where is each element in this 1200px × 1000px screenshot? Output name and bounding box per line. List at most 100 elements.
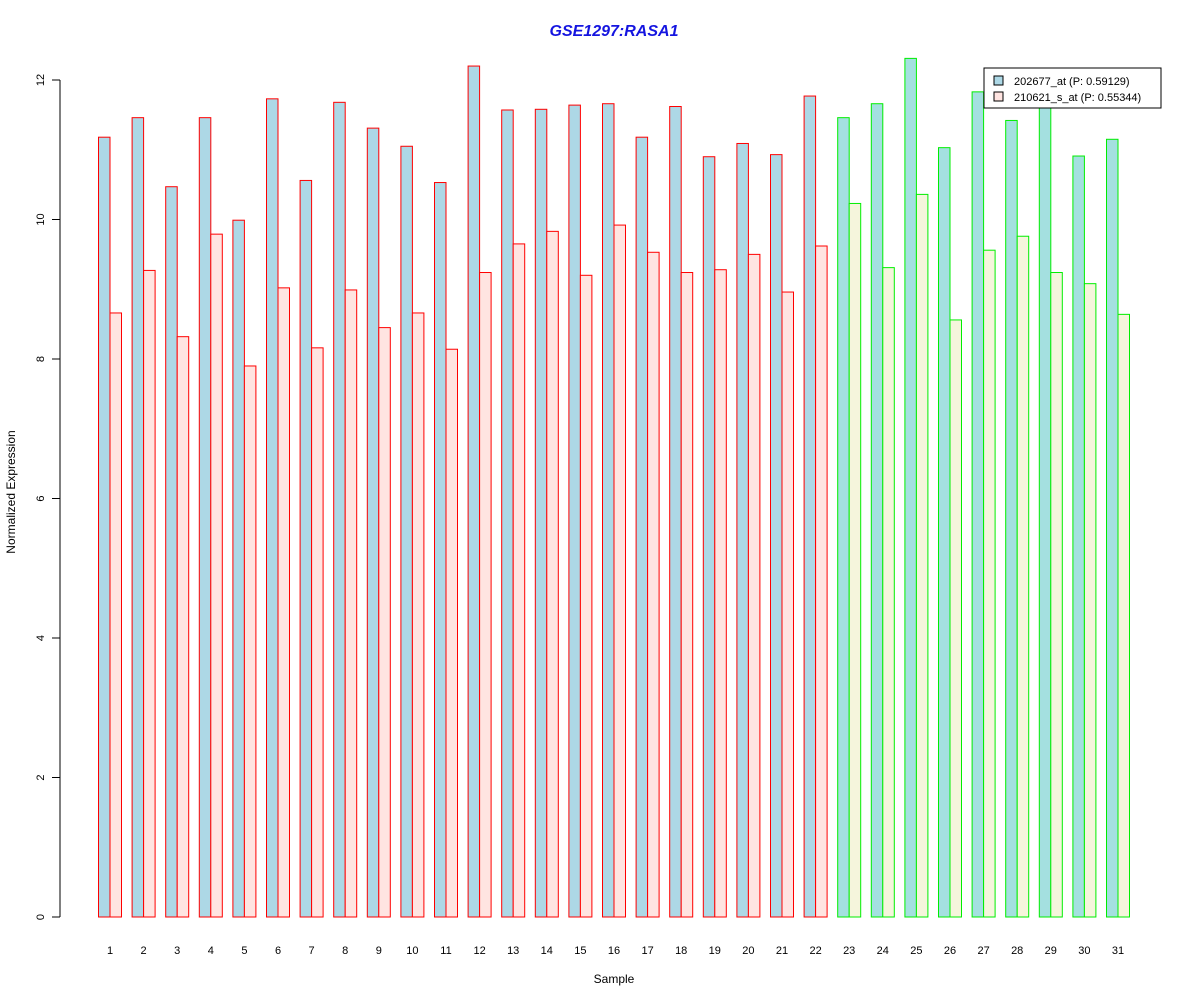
bar-series2-sample-25 (915, 193, 929, 918)
x-tick-label-5: 5 (241, 945, 247, 957)
x-tick-label-12: 12 (473, 945, 485, 957)
bar-series1-sample-19 (702, 156, 716, 918)
x-tick-label-10: 10 (406, 945, 418, 957)
bar-series2-sample-17 (647, 251, 660, 918)
bar-series1-sample-25 (904, 57, 917, 918)
y-tick-label-4: 4 (35, 635, 47, 641)
bar-series1-sample-14 (534, 108, 548, 918)
x-tick-label-1: 1 (107, 945, 113, 957)
x-tick-label-9: 9 (376, 945, 382, 957)
x-tick-label-23: 23 (843, 945, 855, 957)
bar-series1-sample-12 (467, 65, 481, 918)
legend-swatch-series1 (993, 75, 1004, 86)
x-tick-label-8: 8 (342, 945, 348, 957)
bar-series2-sample-11 (445, 348, 458, 918)
bar-series1-sample-29 (1038, 106, 1052, 918)
bar-series1-sample-17 (635, 136, 649, 918)
x-tick-label-2: 2 (141, 945, 147, 957)
x-tick-label-31: 31 (1112, 945, 1124, 957)
bar-series1-sample-4 (198, 117, 212, 918)
bar-series1-sample-11 (434, 182, 447, 918)
x-tick-label-11: 11 (440, 945, 451, 957)
bar-series2-sample-19 (714, 269, 727, 918)
bar-series1-sample-13 (501, 109, 514, 918)
x-tick-label-25: 25 (910, 945, 922, 957)
x-tick-label-3: 3 (174, 945, 180, 957)
x-axis-tick-labels: 1 2 3 4 5 6 7 8 9 10 11 12 13 14 15 16 17 18 19 20 21 22 23 24 2… (107, 945, 1124, 957)
x-tick-label-26: 26 (944, 945, 956, 957)
x-tick-label-15: 15 (574, 945, 586, 957)
bar-series1-sample-24 (870, 103, 884, 918)
bar-series2-sample-26 (949, 319, 962, 918)
x-tick-label-30: 30 (1078, 945, 1090, 957)
bar-series1-sample-7 (299, 179, 313, 918)
x-tick-label-7: 7 (309, 945, 315, 957)
bar-series1-sample-22 (803, 95, 817, 918)
bar-series2-sample-9 (378, 327, 391, 918)
bar-series1-sample-18 (669, 106, 682, 918)
bar-series2-sample-21 (781, 291, 794, 918)
bar-series1-sample-31 (1106, 138, 1119, 918)
x-tick-label-20: 20 (742, 945, 754, 957)
x-tick-label-19: 19 (709, 945, 721, 957)
bar-series1-sample-21 (770, 154, 783, 918)
bar-series2-sample-6 (277, 287, 290, 918)
bar-series2-sample-22 (815, 245, 828, 918)
legend: 202677_at (P: 0.59129) 210621_s_at (P: 0.… (983, 67, 1162, 109)
bar-series2-sample-20 (747, 253, 761, 918)
x-tick-label-4: 4 (208, 945, 214, 957)
bar-series2-sample-14 (546, 230, 559, 918)
bar-series2-sample-16 (613, 224, 626, 918)
bar-series1-sample-3 (165, 186, 178, 918)
x-tick-label-24: 24 (877, 945, 889, 957)
x-axis-label: Sample (594, 972, 635, 986)
bar-series1-sample-2 (131, 117, 145, 918)
x-tick-label-6: 6 (275, 945, 281, 957)
x-tick-label-28: 28 (1011, 945, 1023, 957)
bar-series1-sample-20 (736, 142, 749, 918)
bar-series2-sample-4 (210, 233, 223, 918)
x-tick-label-22: 22 (809, 945, 821, 957)
x-tick-label-18: 18 (675, 945, 687, 957)
bar-series1-sample-26 (938, 147, 951, 918)
bar-series2-sample-23 (848, 202, 862, 918)
y-tick-label-12: 12 (35, 74, 47, 86)
x-tick-label-16: 16 (608, 945, 620, 957)
y-tick-label-6: 6 (35, 495, 47, 501)
y-axis: 0 2 4 6 8 10 12 (35, 74, 61, 920)
bar-series1-sample-15 (568, 104, 581, 918)
bar-series1-sample-23 (837, 117, 850, 918)
bar-series2-sample-29 (1050, 272, 1063, 918)
bar-series2-sample-24 (882, 267, 895, 918)
bar-series2-sample-31 (1117, 313, 1130, 918)
bar-series1-sample-27 (971, 91, 985, 918)
bar-series1-sample-10 (400, 145, 413, 918)
bar-series2-sample-18 (680, 272, 694, 918)
legend-swatch-series2 (993, 91, 1004, 102)
bars-group (98, 57, 1130, 918)
bar-series2-sample-1 (109, 312, 122, 918)
bar-series1-sample-30 (1072, 155, 1085, 918)
chart-title: GSE1297:RASA1 (550, 23, 679, 40)
legend-entry-series1: 202677_at (P: 0.59129) (1014, 76, 1130, 88)
x-tick-label-17: 17 (641, 945, 653, 957)
x-tick-label-13: 13 (507, 945, 519, 957)
bar-series2-sample-2 (143, 269, 156, 918)
x-tick-label-27: 27 (977, 945, 989, 957)
bar-series1-sample-8 (333, 101, 346, 918)
bar-series2-sample-15 (579, 274, 593, 918)
bar-series2-sample-30 (1083, 283, 1097, 918)
bar-series2-sample-12 (479, 272, 492, 918)
y-tick-label-8: 8 (35, 356, 47, 362)
bar-series2-sample-13 (512, 243, 526, 918)
bar-series1-sample-16 (602, 103, 615, 918)
bar-series2-sample-27 (983, 249, 996, 918)
bar-series2-sample-7 (311, 347, 324, 918)
bar-series2-sample-3 (176, 336, 190, 918)
bar-series1-sample-6 (266, 98, 279, 918)
legend-box (983, 67, 1162, 109)
x-tick-label-14: 14 (541, 945, 553, 957)
bar-series1-sample-9 (366, 127, 380, 918)
bar-series2-sample-8 (344, 289, 358, 918)
